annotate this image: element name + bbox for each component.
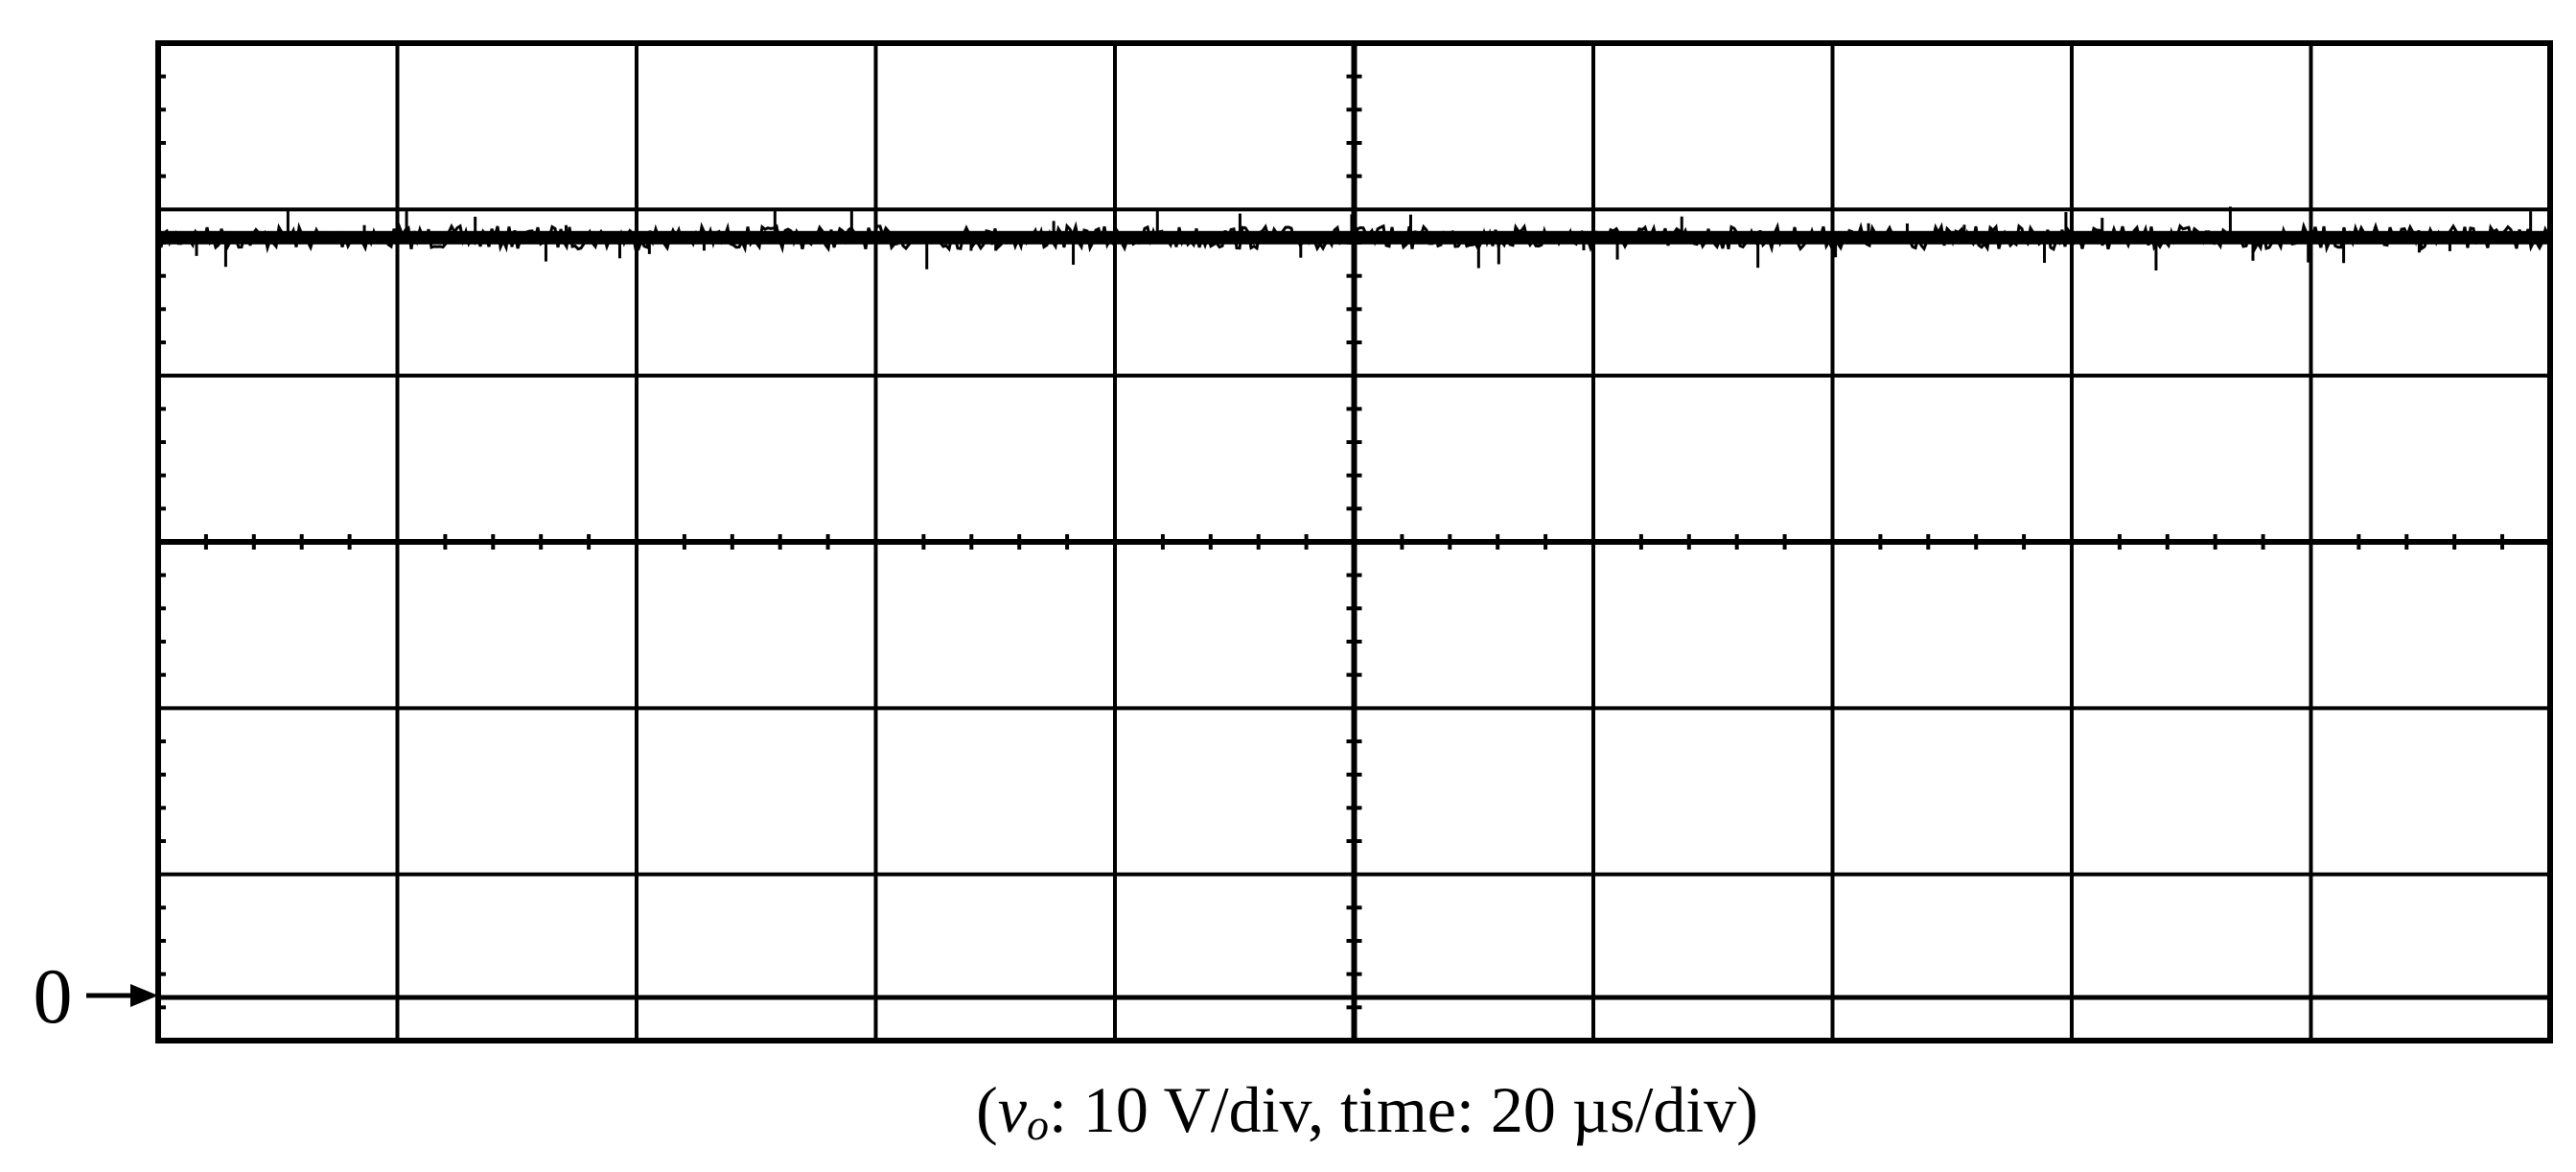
caption-rest: : 10 V/div, time: 20 µs/div) xyxy=(1049,1073,1758,1146)
vo-trace xyxy=(156,206,2550,270)
caption-symbol: v xyxy=(998,1073,1028,1146)
caption-subscript: o xyxy=(1027,1100,1049,1149)
ground-marker: 0 xyxy=(34,952,158,1040)
ground-arrow-head-icon xyxy=(130,984,158,1007)
ground-level-label: 0 xyxy=(34,952,73,1040)
plot-frame xyxy=(155,40,2553,1043)
trace-noise xyxy=(156,221,2550,254)
grid xyxy=(158,43,2550,1041)
caption-open: ( xyxy=(976,1073,998,1146)
chart-caption: (vo: 10 V/div, time: 20 µs/div) xyxy=(976,1073,1758,1149)
